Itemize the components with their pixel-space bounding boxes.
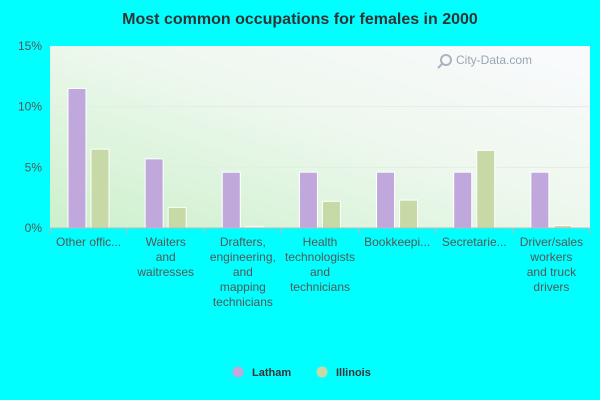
grid-lines [50, 106, 590, 168]
bar-illinois-0 [90, 148, 110, 229]
x-category-label: Health technologists and technicians [285, 235, 355, 294]
x-category-label: Bookkeepi... [364, 235, 430, 249]
y-axis-ticks: 0% 5% 10% 15% [18, 39, 42, 235]
x-category-label: Drafters, engineering, and mapping technicia… [210, 235, 276, 309]
bar-illinois-4 [399, 199, 419, 229]
bar-latham-2 [221, 171, 241, 229]
magnifier-handle [437, 63, 443, 69]
watermark: City-Data.com [437, 53, 532, 69]
y-tick-label: 10% [18, 100, 42, 114]
bar-illinois-1 [167, 206, 187, 229]
x-axis-labels: Other offic... Waiters and waitresses Drafte… [56, 235, 583, 309]
bar-latham-4 [376, 171, 396, 229]
bar-latham-1 [144, 158, 164, 229]
legend-swatch-illinois [316, 366, 328, 378]
x-axis-ticks [49, 228, 591, 234]
y-tick-label: 15% [18, 39, 42, 53]
legend: Latham Illinois [232, 366, 371, 379]
bar-illinois-3 [321, 200, 341, 229]
watermark-text: City-Data.com [456, 53, 532, 67]
legend-label-illinois: Illinois [336, 367, 371, 379]
x-category-label: Secretarie... [442, 235, 507, 249]
magnifier-icon [440, 54, 452, 66]
bar-latham-5 [453, 171, 473, 229]
bars [67, 87, 573, 229]
bar-latham-0 [67, 87, 87, 229]
legend-label-latham: Latham [252, 367, 291, 379]
y-tick-label: 0% [25, 221, 43, 235]
legend-swatch-latham [232, 366, 244, 378]
bar-illinois-5 [476, 149, 496, 229]
x-category-label: Other offic... [56, 235, 121, 249]
x-category-label: Driver/sales workers and truck drivers [520, 235, 583, 294]
plot-area [50, 46, 590, 228]
chart-title: Most common occupations for females in 2… [122, 11, 478, 28]
bar-latham-6 [530, 171, 550, 229]
bar-latham-3 [298, 171, 318, 229]
y-tick-label: 5% [25, 160, 43, 174]
x-category-label: Waiters and waitresses [136, 235, 194, 279]
